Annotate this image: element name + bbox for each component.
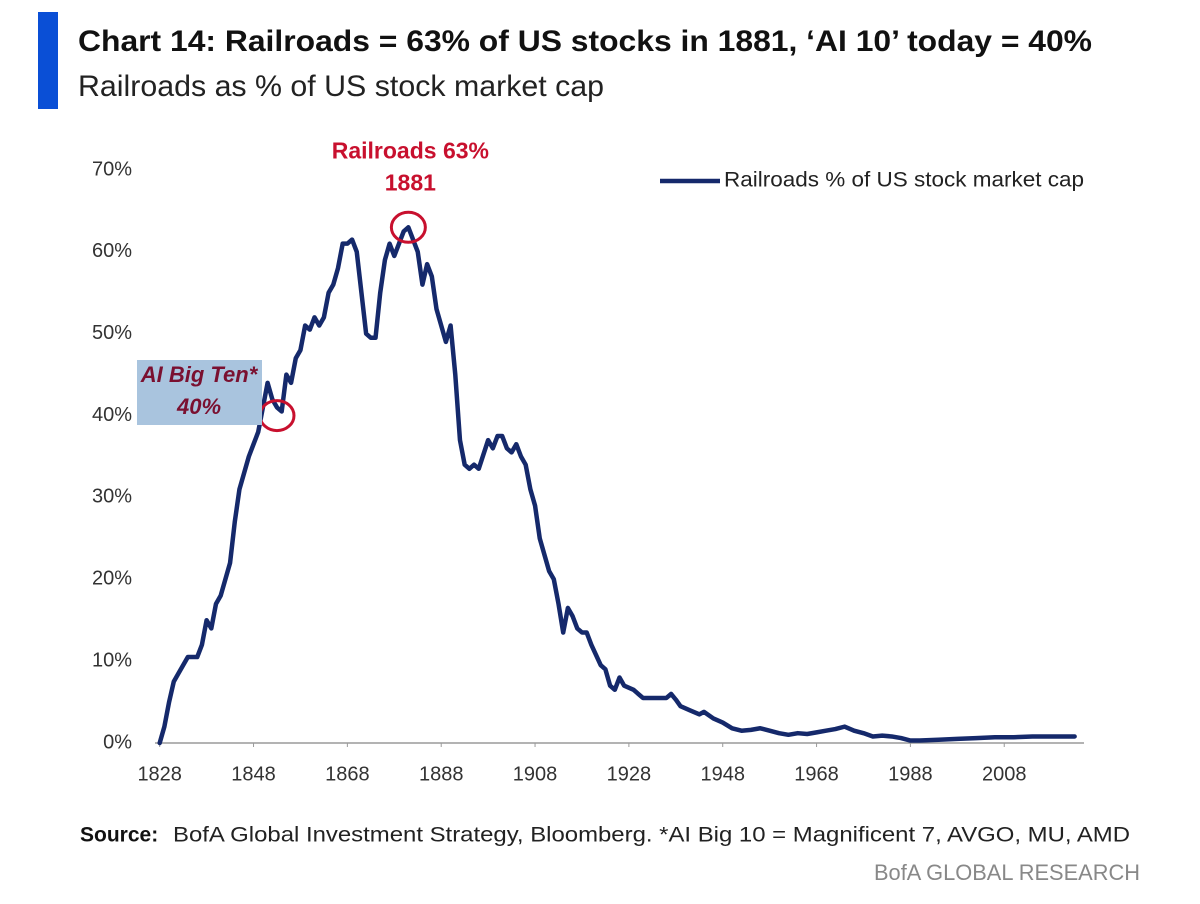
x-tick-label: 2008 <box>982 763 1027 785</box>
y-tick-label: 70% <box>92 158 132 180</box>
chart-title: Chart 14: Railroads = 63% of US stocks i… <box>78 25 1092 58</box>
y-tick-label: 30% <box>92 486 132 508</box>
y-tick-label: 0% <box>103 731 132 753</box>
x-tick-label: 1908 <box>513 763 558 785</box>
annotation-text: 1881 <box>385 169 436 195</box>
source-label: Source: <box>80 824 158 847</box>
x-tick-label: 1948 <box>700 763 745 785</box>
x-tick-label: 1968 <box>794 763 839 785</box>
x-tick-label: 1848 <box>231 763 276 785</box>
y-tick-label: 10% <box>92 649 132 671</box>
annotation-box <box>137 360 262 425</box>
x-tick-label: 1928 <box>607 763 652 785</box>
brand: BofA GLOBAL RESEARCH <box>874 860 1140 885</box>
y-tick-label: 20% <box>92 568 132 590</box>
x-tick-label: 1828 <box>137 763 182 785</box>
annotation-text: Railroads 63% <box>332 137 489 163</box>
accent-bar <box>38 12 58 109</box>
x-tick-label: 1888 <box>419 763 464 785</box>
x-tick-label: 1868 <box>325 763 370 785</box>
y-tick-label: 50% <box>92 322 132 344</box>
annotation-circle <box>389 210 427 244</box>
annotation-text: 40% <box>176 394 221 419</box>
legend-label: Railroads % of US stock market cap <box>724 169 1084 192</box>
y-tick-label: 60% <box>92 240 132 262</box>
source-text: BofA Global Investment Strategy, Bloombe… <box>173 824 1130 847</box>
chart-subtitle: Railroads as % of US stock market cap <box>78 70 604 103</box>
x-tick-label: 1988 <box>888 763 933 785</box>
series-line <box>157 225 1077 746</box>
y-tick-label: 40% <box>92 404 132 426</box>
annotation-text: AI Big Ten* <box>140 362 259 387</box>
